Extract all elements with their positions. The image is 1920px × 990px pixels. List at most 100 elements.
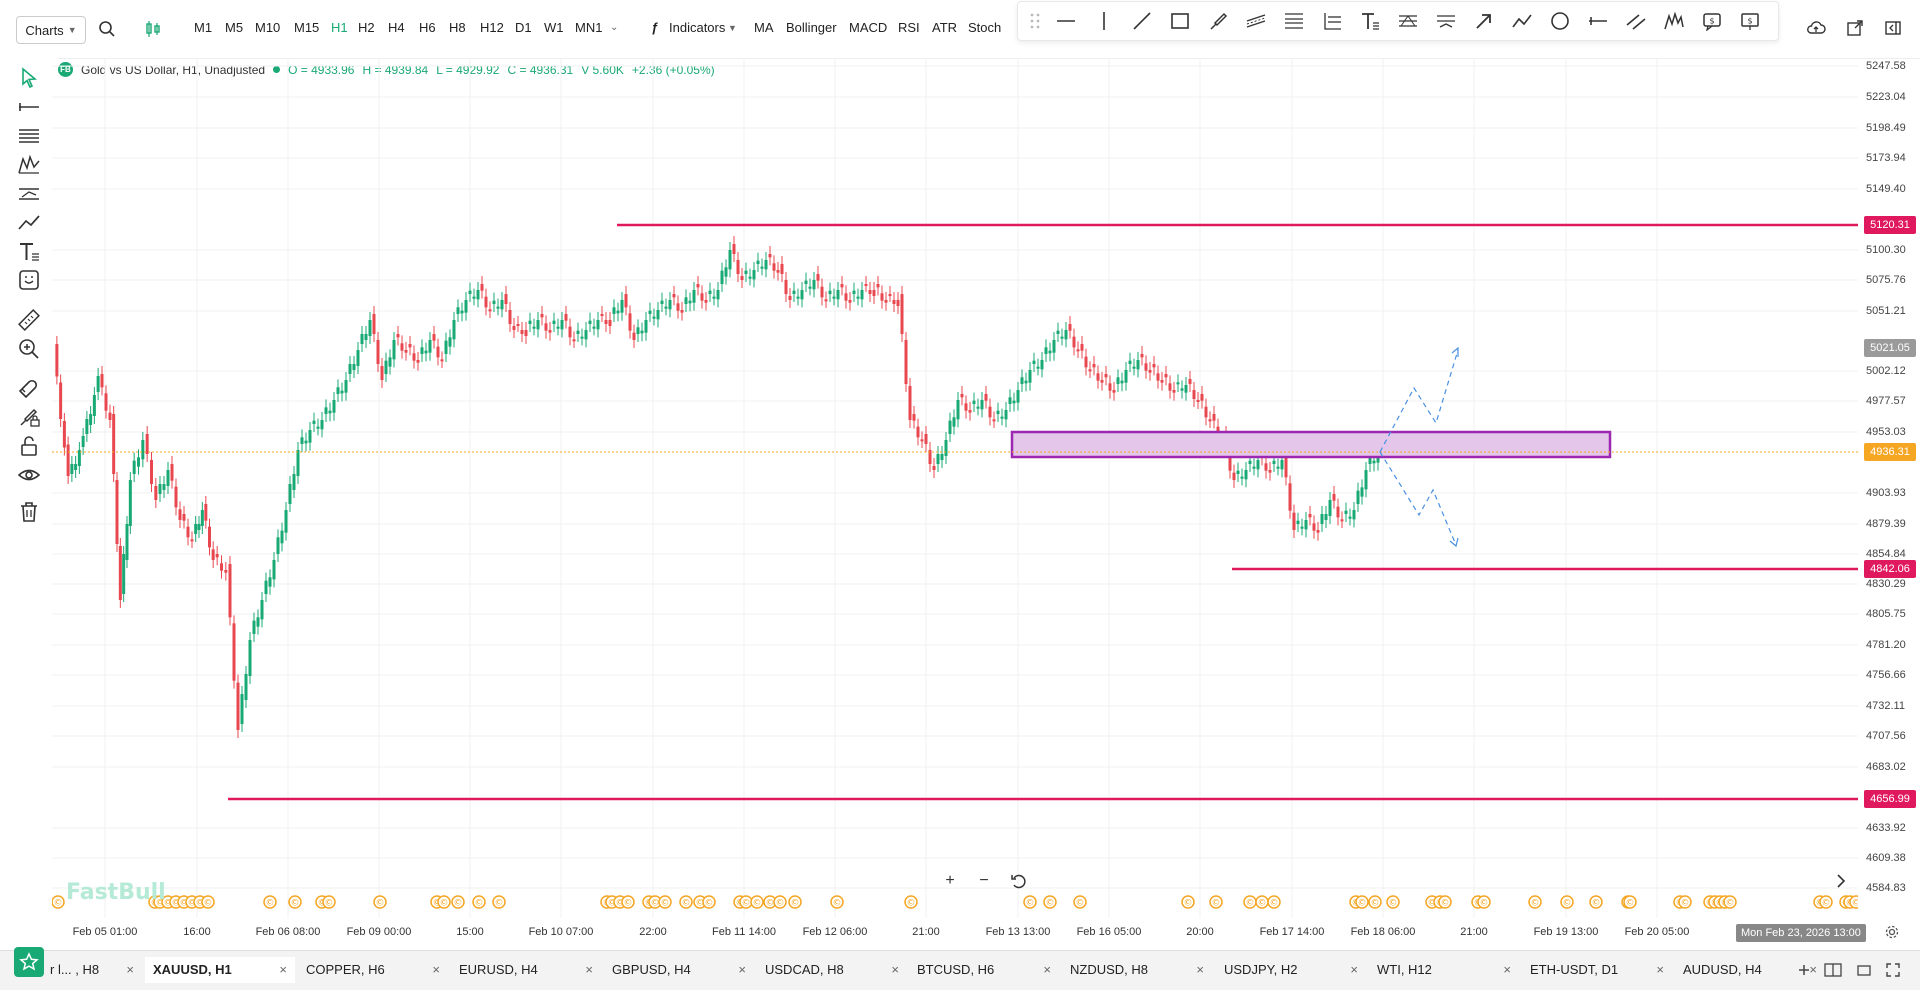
price-label-icon[interactable]: $ <box>1740 11 1760 31</box>
text-tool-icon[interactable] <box>1360 11 1380 31</box>
ray-icon[interactable] <box>1588 11 1608 31</box>
indicator-atr[interactable]: ATR <box>932 20 958 35</box>
price-note-icon[interactable]: $ <box>1702 11 1722 31</box>
close-tab-icon[interactable]: × <box>585 962 593 977</box>
close-tab-icon[interactable]: × <box>1809 962 1817 977</box>
bearish-projection-path[interactable] <box>1379 451 1457 546</box>
tf-h1[interactable]: H1 <box>331 20 348 35</box>
unlock-icon[interactable] <box>17 434 41 458</box>
pitchfork-icon[interactable] <box>1398 11 1418 31</box>
tf-h12[interactable]: H12 <box>480 20 504 35</box>
eye-icon[interactable] <box>17 463 41 487</box>
horizontal-line-icon[interactable] <box>1056 11 1076 31</box>
close-tab-icon[interactable]: × <box>1503 962 1511 977</box>
polyline-icon[interactable] <box>1512 11 1532 31</box>
share-icon[interactable] <box>1846 19 1864 37</box>
trend-tool-icon[interactable] <box>17 211 41 235</box>
symbol-tab[interactable]: WTI, H12 × <box>1369 957 1519 983</box>
fullscreen-icon[interactable] <box>1885 962 1901 978</box>
indicator-rsi[interactable]: RSI <box>898 20 920 35</box>
symbol-tab[interactable]: COPPER, H6 × <box>298 957 448 983</box>
indicator-stoch[interactable]: Stoch <box>968 20 1002 35</box>
symbol-tab[interactable]: r l... , H8 × <box>42 957 142 983</box>
tf-h8[interactable]: H8 <box>449 20 466 35</box>
price-chart[interactable]: © © © © © © © © © © © © © © © © © © © © © © © © © © © © © © © © © © © © © © © ©… <box>52 58 1858 928</box>
time-axis[interactable]: Feb 05 01:00 16:00 Feb 06 08:00 Feb 09 00:0… <box>52 918 1858 946</box>
symbol-tab[interactable]: USDJPY, H2 × <box>1216 957 1366 983</box>
scroll-right-icon[interactable] <box>1830 870 1852 892</box>
timeframe-more-icon[interactable]: ⌄ <box>610 22 619 33</box>
close-tab-icon[interactable]: × <box>738 962 746 977</box>
tf-m1[interactable]: M1 <box>194 20 213 35</box>
horizontal-ray-icon[interactable] <box>17 95 41 119</box>
zoom-out-button[interactable]: − <box>979 872 989 889</box>
sticker-icon[interactable] <box>17 268 41 292</box>
indicator-ma[interactable]: MA <box>754 20 774 35</box>
symbol-tab[interactable]: NZDUSD, H8 × <box>1062 957 1212 983</box>
tf-m15[interactable]: M15 <box>294 20 320 35</box>
add-tab-icon[interactable] <box>1796 962 1812 978</box>
zoom-in-icon[interactable] <box>17 337 41 361</box>
charts-menu-button[interactable]: Charts ▼ <box>16 16 86 44</box>
double-line-icon[interactable] <box>1626 11 1646 31</box>
candlestick-type-icon[interactable] <box>144 20 162 38</box>
tf-h2[interactable]: H2 <box>358 20 375 35</box>
fib-retracement-icon[interactable] <box>1284 11 1304 31</box>
symbol-tab[interactable]: USDCAD, H8 × <box>757 957 907 983</box>
close-tab-icon[interactable]: × <box>126 962 134 977</box>
tf-m10[interactable]: M10 <box>255 20 281 35</box>
supply-zone-rectangle[interactable] <box>1010 430 1612 459</box>
lock-drawings-icon[interactable] <box>17 405 41 429</box>
cloud-upload-icon[interactable] <box>1806 19 1826 37</box>
trash-icon[interactable] <box>17 500 41 524</box>
tf-m5[interactable]: M5 <box>225 20 244 35</box>
ruler-icon[interactable] <box>17 308 41 332</box>
text-icon[interactable] <box>17 240 41 264</box>
gann-box-icon[interactable] <box>1436 11 1456 31</box>
parallel-channel-icon[interactable] <box>1246 11 1266 31</box>
search-icon[interactable] <box>98 20 116 38</box>
close-tab-icon[interactable]: × <box>891 962 899 977</box>
fib-extension-icon[interactable] <box>1322 11 1342 31</box>
minimize-window-icon[interactable] <box>1856 962 1872 978</box>
close-tab-icon[interactable]: × <box>1656 962 1664 977</box>
arrow-tool-icon[interactable] <box>1474 11 1494 31</box>
close-tab-icon[interactable]: × <box>1350 962 1358 977</box>
symbol-tab[interactable]: ETH-USDT, D1 × <box>1522 957 1672 983</box>
wave-pattern-icon[interactable] <box>17 153 41 177</box>
rectangle-icon[interactable] <box>1170 11 1190 31</box>
close-tab-icon[interactable]: × <box>1196 962 1204 977</box>
layout-split-icon[interactable] <box>1824 962 1842 978</box>
indicator-bollinger[interactable]: Bollinger <box>786 20 837 35</box>
fib-levels-icon[interactable] <box>17 124 41 148</box>
collapse-panel-icon[interactable] <box>1884 19 1902 37</box>
symbol-tab[interactable]: GBPUSD, H4 × <box>604 957 754 983</box>
bullish-projection-path[interactable] <box>1379 349 1459 453</box>
indicator-macd[interactable]: MACD <box>849 20 888 35</box>
vertical-line-icon[interactable] <box>1094 11 1114 31</box>
reset-chart-icon[interactable] <box>1008 870 1030 892</box>
zoom-in-button[interactable]: + <box>945 872 955 889</box>
circle-icon[interactable] <box>1550 11 1570 31</box>
elliott-wave-icon[interactable] <box>1664 11 1684 31</box>
symbol-tab[interactable]: XAUUSD, H1 × <box>145 957 295 983</box>
favorites-button[interactable] <box>14 947 44 977</box>
symbol-tab[interactable]: AUDUSD, H4 × <box>1675 957 1825 983</box>
magnet-icon[interactable] <box>17 376 41 400</box>
indicators-button[interactable]: Indicators <box>669 20 726 35</box>
close-tab-icon[interactable]: × <box>1043 962 1051 977</box>
tf-mn1[interactable]: MN1 <box>575 20 603 35</box>
tf-h4[interactable]: H4 <box>388 20 405 35</box>
tf-h6[interactable]: H6 <box>419 20 436 35</box>
cursor-arrow-icon[interactable] <box>17 66 41 90</box>
brush-icon[interactable] <box>1208 11 1228 31</box>
drag-handle-icon[interactable] <box>1028 11 1042 31</box>
tf-d1[interactable]: D1 <box>515 20 532 35</box>
price-axis[interactable]: 5247.58 5223.04 5198.49 5173.94 5149.40 5100.… <box>1858 58 1920 938</box>
symbol-tab[interactable]: BTCUSD, H6 × <box>909 957 1059 983</box>
close-tab-icon[interactable]: × <box>279 962 287 977</box>
trend-line-icon[interactable] <box>1132 11 1152 31</box>
channel-lines-icon[interactable] <box>17 182 41 206</box>
tf-w1[interactable]: W1 <box>544 20 564 35</box>
settings-gear-icon[interactable] <box>1884 924 1900 940</box>
